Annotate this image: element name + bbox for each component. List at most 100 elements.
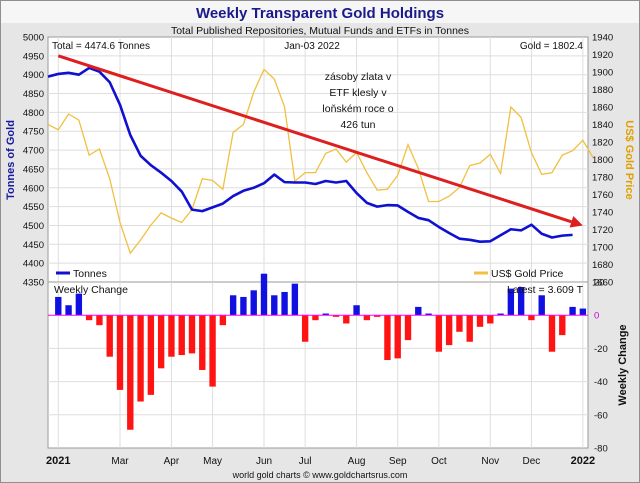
change-bar [137,315,144,402]
change-bar [528,315,535,321]
y-tick-label: 4400 [23,259,44,270]
change-bar [312,315,319,321]
x-tick-label: Apr [164,456,180,467]
bottom-y-tick-label: 0 [594,311,599,322]
chart-title: Weekly Transparent Gold Holdings [196,5,444,22]
y-tick-label: 4500 [23,221,44,232]
y-tick-label: 5000 [23,33,44,44]
x-tick-label: 2021 [46,455,70,467]
top-y-axis: 4350 4400 4450 4500 4550 4600 4650 4700 4750 4800… [23,33,44,289]
bottom-y-tick-label: -20 [594,344,608,355]
y2-tick-label: 1920 [592,50,613,61]
chart-subtitle: Total Published Repositories, Mutual Fun… [171,25,469,37]
x-tick-label: Jul [299,456,312,467]
change-bar [394,315,401,359]
change-bar [569,306,576,316]
y-tick-label: 4700 [23,146,44,157]
x-tick-label: Oct [431,456,447,467]
x-tick-label: Jun [256,456,272,467]
change-bar [199,315,206,370]
change-bar [456,315,463,332]
x-tick-label: May [203,456,222,467]
top-grid [48,37,588,282]
change-bar [116,315,124,390]
x-tick-label: Sep [389,456,407,467]
change-bar [435,315,443,352]
x-axis: 2021 Mar Apr May Jun Jul Aug Sep Oct Nov Dec 2022 [46,455,595,467]
footer-credit: world gold charts © www.goldchartsrus.co… [232,470,408,480]
y2-tick-label: 1740 [592,208,613,219]
info-date: Jan-03 2022 [284,41,340,52]
bottom-y-tick-label: -40 [594,377,608,388]
change-bar [178,315,185,356]
bottom-y-tick-label: -60 [594,410,608,421]
y-tick-label: 4750 [23,127,44,138]
legend-gold-label: US$ Gold Price [491,268,564,280]
change-bar [384,315,391,361]
y2-tick-label: 1820 [592,138,613,149]
change-bar [75,293,83,316]
y2-tick-label: 1940 [592,33,613,44]
change-bar [219,315,227,326]
change-bar [559,315,566,336]
change-bar [353,305,360,316]
x-tick-label: Dec [523,456,541,467]
change-bar [85,315,93,321]
annotation-line-4: 426 tun [340,119,375,131]
change-bar [291,283,299,316]
change-bar [517,286,525,316]
weekly-change-bars [48,273,588,430]
y-tick-label: 4350 [23,278,44,289]
y-tick-label: 4650 [23,164,44,175]
y-tick-label: 4800 [23,108,44,119]
tonnes-series [47,66,573,243]
y2-tick-label: 1800 [592,155,613,166]
y-tick-label: 4900 [23,70,44,81]
y2-tick-label: 1700 [592,243,613,254]
y2-tick-label: 1900 [592,68,613,79]
trend-arrow-shaft [57,54,572,224]
top-plot-area [47,36,589,283]
tonnes-line [47,66,573,243]
change-bar [250,290,257,316]
change-bar [127,315,134,430]
y-tick-label: 4850 [23,89,44,100]
bottom-y-axis: -80 -60 -40 -20 0 20 [594,278,608,455]
y2-tick-label: 1780 [592,173,613,184]
y2-tick-label: 1660 [592,278,613,289]
change-bar [209,315,216,387]
change-bar [415,306,422,316]
x-tick-label: 2022 [571,455,595,467]
trend-arrow-head [569,216,583,228]
x-tick-label: Mar [111,456,129,467]
annotation-line-2: ETF klesly v [329,87,387,99]
annotation-line-1: zásoby zlata v [325,71,392,83]
y2-tick-label: 1840 [592,120,613,131]
change-bar [404,315,412,341]
change-bar [363,315,371,321]
change-bar [466,315,473,342]
annotation-line-3: loňském roce o [322,103,393,115]
change-bar [65,305,72,316]
y2-tick-label: 1880 [592,85,613,96]
change-bar [260,273,268,316]
legend-tonnes-label: Tonnes [73,268,107,280]
gold-price-series [47,68,594,255]
change-bar [322,313,329,316]
change-bar [507,288,515,316]
y2-tick-label: 1680 [592,260,613,271]
y-tick-label: 4450 [23,240,44,251]
info-total: Total = 4474.6 Tonnes [52,41,150,52]
change-bar [579,308,587,316]
left-axis-label: Tonnes of Gold [5,120,17,200]
title-bar [1,1,639,23]
y2-tick-label: 1760 [592,190,613,201]
y-tick-label: 4550 [23,202,44,213]
change-bar [168,315,175,357]
y2-tick-label: 1720 [592,225,613,236]
y-tick-label: 4950 [23,51,44,62]
bottom-axis-label: Weekly Change [617,324,629,405]
change-bar [476,315,484,327]
